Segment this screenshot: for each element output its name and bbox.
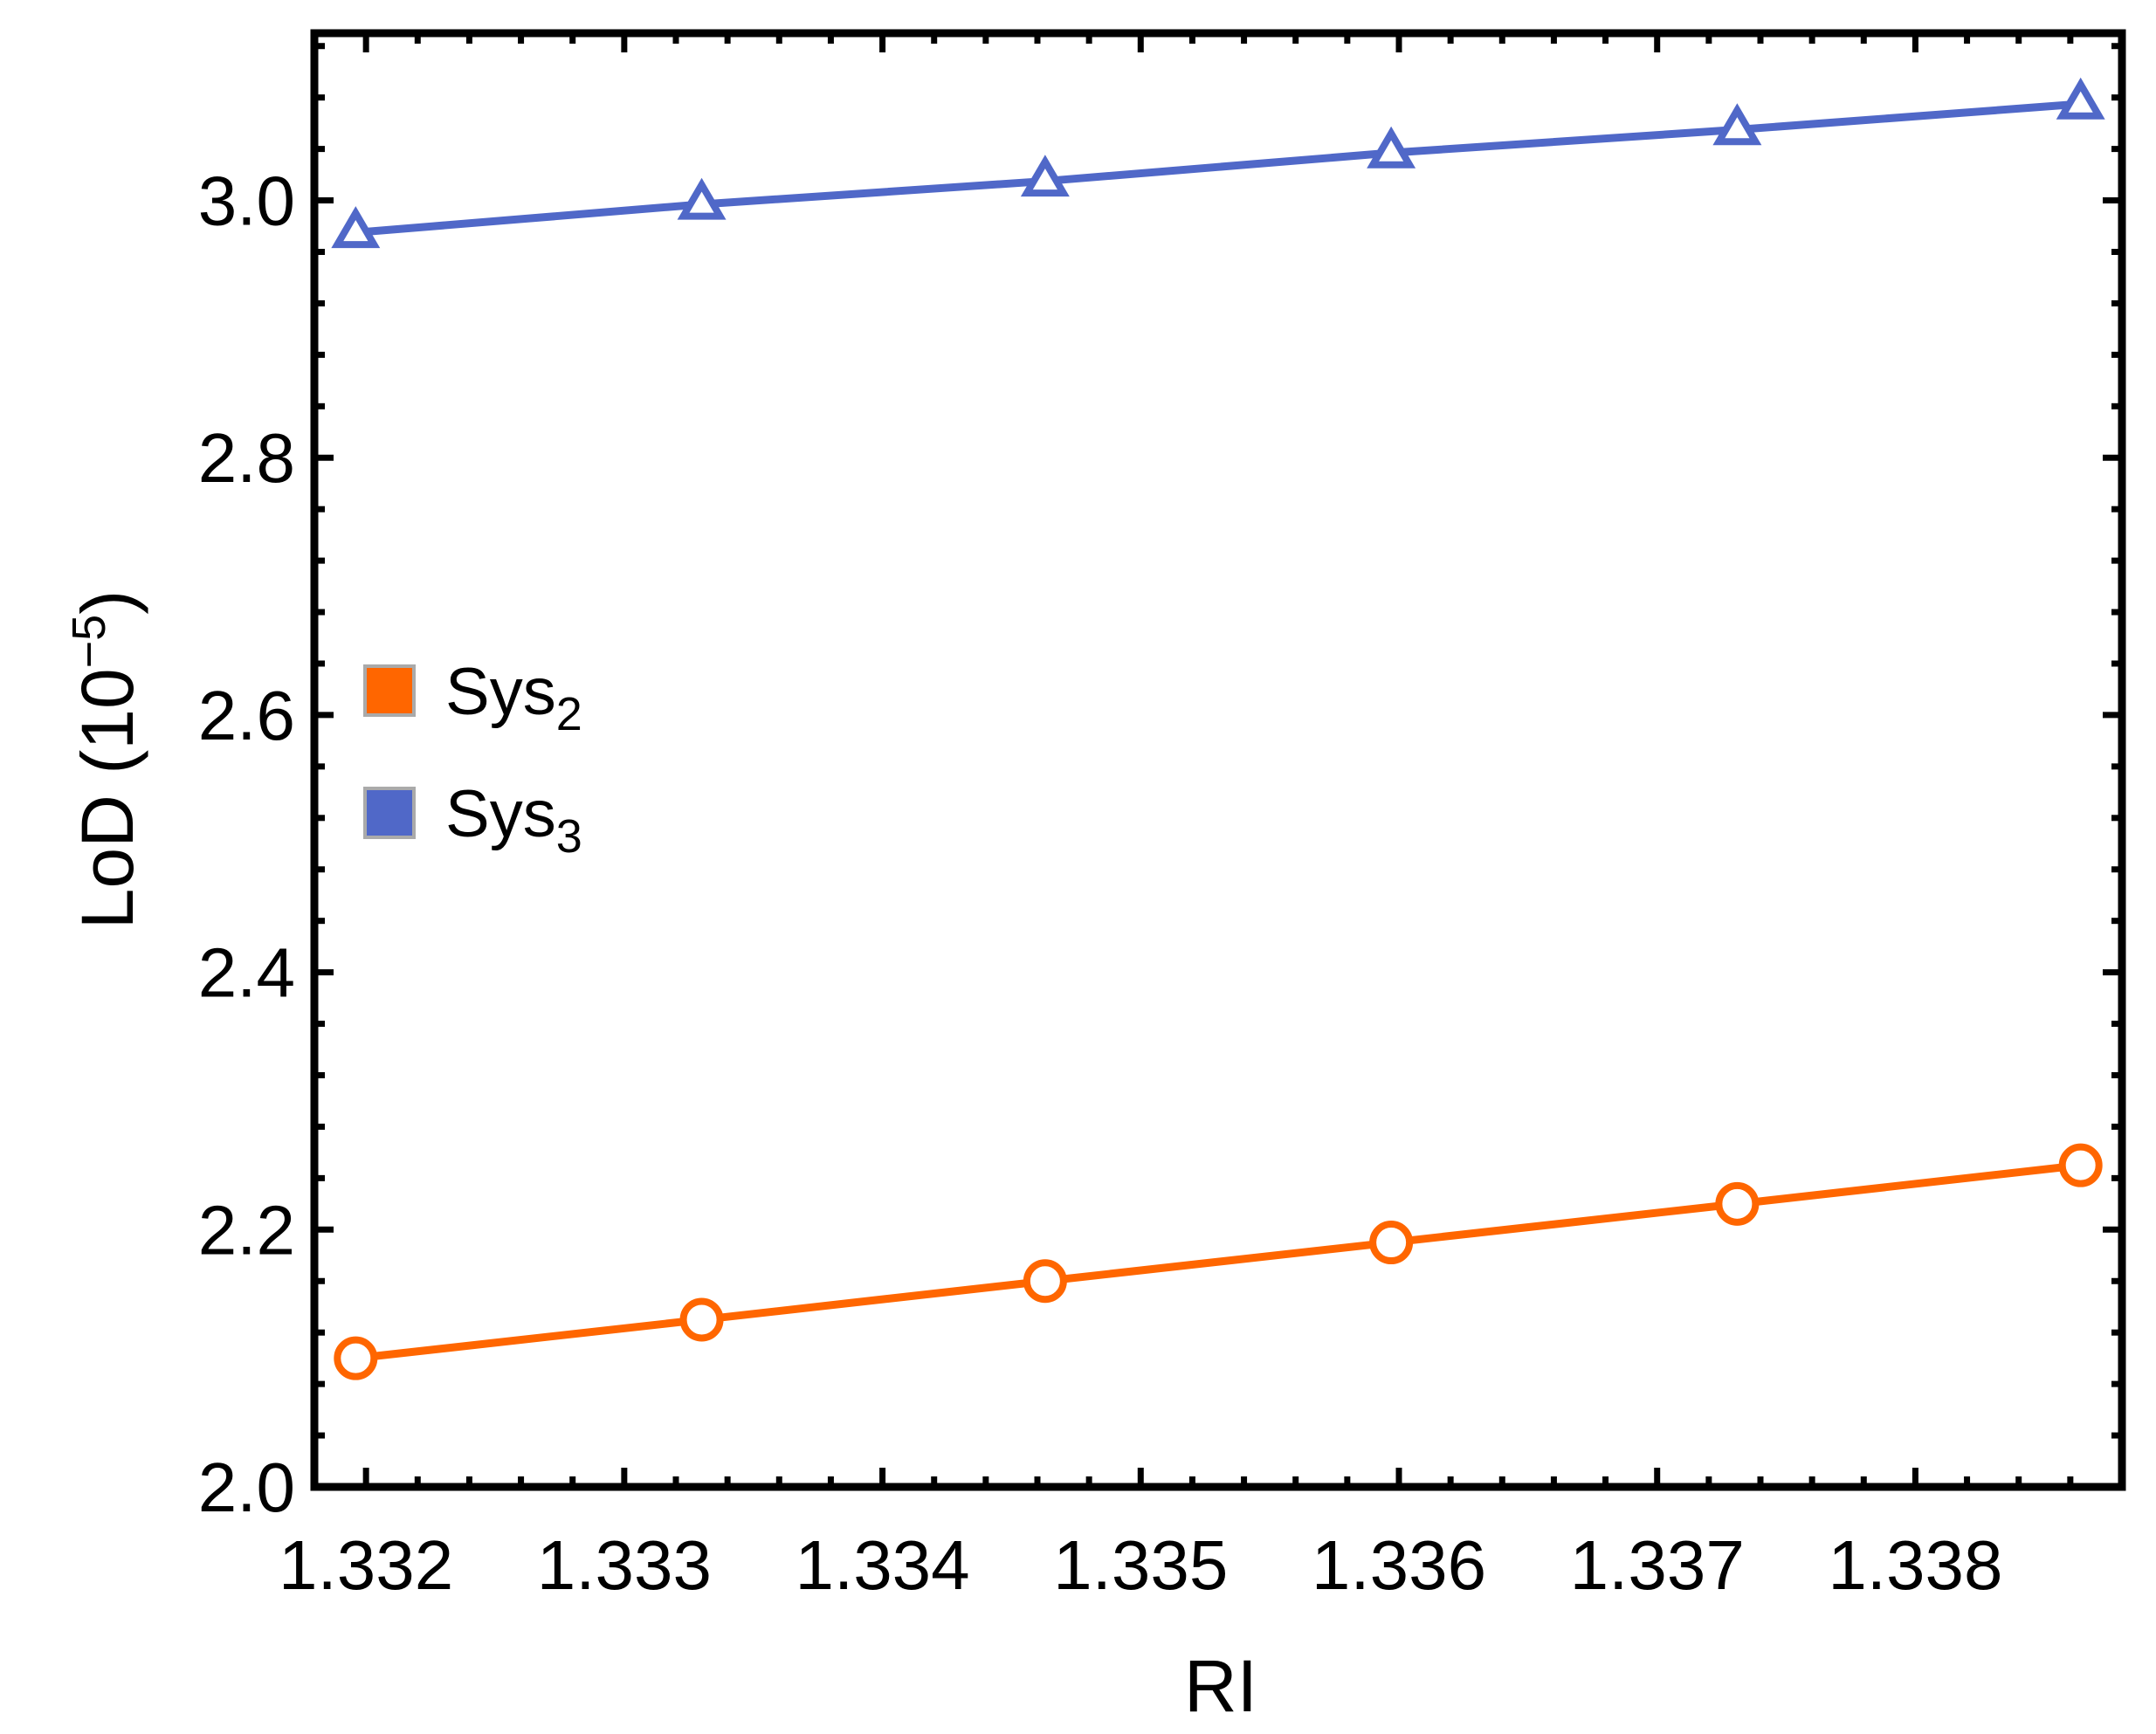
x-tick-label: 1.336 bbox=[1312, 1526, 1486, 1604]
legend-swatch-sys3 bbox=[363, 787, 416, 839]
legend-label-sys3: Sys3 bbox=[445, 777, 582, 863]
y-tick-labels: 2.0 2.2 2.4 2.6 2.8 3.0 bbox=[198, 162, 295, 1526]
series-line-sys2 bbox=[355, 1161, 2082, 1363]
data-point-circle bbox=[2058, 1143, 2103, 1187]
x-tick-labels: 1.332 1.333 1.334 1.335 1.336 1.337 1.338 bbox=[279, 1526, 2002, 1604]
data-point-circle bbox=[1023, 1259, 1067, 1304]
y-tick-label: 2.6 bbox=[198, 677, 295, 754]
x-tick-label: 1.332 bbox=[279, 1526, 453, 1604]
legend: Sys2 Sys3 bbox=[363, 655, 582, 863]
y-tick-label: 2.2 bbox=[198, 1191, 295, 1269]
y-axis-title-name: LoD bbox=[66, 795, 148, 929]
data-point-triangle bbox=[677, 177, 727, 220]
legend-label-sys2: Sys2 bbox=[445, 655, 582, 740]
x-axis-title: RI bbox=[1184, 1645, 1257, 1727]
y-tick-label: 2.4 bbox=[198, 934, 295, 1012]
data-point-triangle bbox=[1367, 126, 1416, 169]
y-axis-title: LoD (10−5) bbox=[63, 590, 148, 929]
legend-swatch-sys2 bbox=[363, 664, 416, 717]
y-axis-title-exponent: −5 bbox=[63, 615, 115, 669]
data-point-circle bbox=[1369, 1221, 1414, 1265]
axis-ticks bbox=[311, 33, 2125, 1490]
legend-label-sys2-name: Sys bbox=[445, 655, 556, 729]
y-tick-label: 3.0 bbox=[198, 162, 295, 240]
data-point-triangle bbox=[1020, 155, 1070, 197]
plot-frame bbox=[310, 29, 2126, 1491]
legend-label-sys3-name: Sys bbox=[445, 777, 556, 851]
x-tick-label: 1.335 bbox=[1053, 1526, 1228, 1604]
y-tick-label: 2.0 bbox=[198, 1448, 295, 1526]
legend-label-sys2-subscript: 2 bbox=[556, 688, 582, 740]
series-line-sys3 bbox=[355, 100, 2082, 237]
data-point-circle bbox=[1715, 1181, 1760, 1226]
data-point-circle bbox=[679, 1297, 724, 1342]
legend-label-sys3-subscript: 3 bbox=[556, 810, 582, 863]
data-point-triangle bbox=[2056, 77, 2105, 120]
data-point-triangle bbox=[1712, 103, 1762, 146]
data-series bbox=[331, 77, 2105, 1380]
y-tick-label: 2.8 bbox=[198, 419, 295, 497]
x-tick-label: 1.334 bbox=[795, 1526, 969, 1604]
x-tick-label: 1.337 bbox=[1570, 1526, 1745, 1604]
x-tick-label: 1.333 bbox=[537, 1526, 712, 1604]
data-point-circle bbox=[334, 1336, 378, 1380]
x-tick-label: 1.338 bbox=[1828, 1526, 2002, 1604]
y-axis-title-close: ) bbox=[66, 590, 148, 615]
data-point-triangle bbox=[331, 206, 381, 249]
y-axis-title-unit: (10 bbox=[66, 668, 148, 774]
